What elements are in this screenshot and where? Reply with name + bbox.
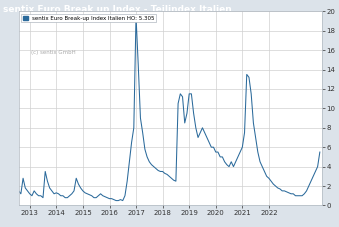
Legend: sentix Euro Break-up Index Italien HO: 5.305: sentix Euro Break-up Index Italien HO: 5… [21,14,156,22]
Text: sentix Euro Break up Index - Teilindex Italien: sentix Euro Break up Index - Teilindex I… [3,5,232,14]
Text: (c) sentix GmbH: (c) sentix GmbH [31,50,76,55]
